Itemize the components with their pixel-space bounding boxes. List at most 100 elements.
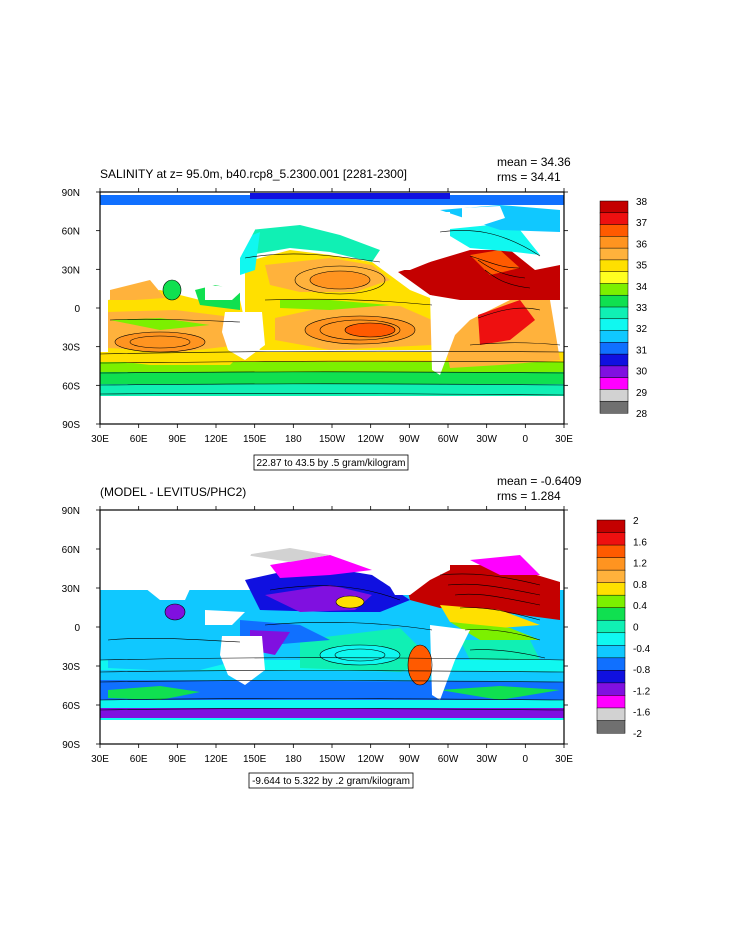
colorbar-swatch: [596, 645, 626, 659]
colorbar-swatch: [599, 353, 629, 367]
colorbar-swatch: [596, 619, 626, 634]
lat-tick-label: 0: [74, 304, 80, 315]
colorbar-label: 33: [636, 303, 648, 314]
lon-tick-label: 120W: [358, 434, 385, 445]
colorbar-label: 1.2: [633, 559, 647, 570]
salinity-panel: SALINITY at z= 95.0m, b40.rcp8_5.2300.00…: [62, 155, 648, 471]
colorbar-label: 32: [636, 324, 648, 335]
colorbar-label: -0.8: [633, 665, 651, 676]
rms-label: rms = 1.284: [497, 489, 561, 503]
lon-tick-label: 30E: [91, 434, 109, 445]
colorbar: 38 37 36 35 34 33 32 31 30 29 28: [599, 197, 648, 420]
lon-tick-label: 30E: [91, 754, 109, 765]
lon-tick-label: 90E: [168, 754, 186, 765]
axis-ticks: [96, 188, 568, 428]
lon-tick-label: 30E: [555, 754, 573, 765]
range-box: [253, 454, 409, 471]
rms-label: rms = 34.41: [497, 170, 561, 184]
colorbar-swatch: [599, 400, 629, 414]
lon-tick-label: 60W: [438, 754, 459, 765]
colorbar-label: -2: [633, 729, 642, 740]
colorbar-swatch: [599, 247, 629, 261]
lat-tick-label: 90S: [62, 420, 80, 431]
lat-tick-label: 60N: [62, 227, 80, 238]
lat-tick-label: 30S: [62, 662, 80, 673]
lat-tick-label: 30N: [62, 584, 80, 595]
colorbar-label: 38: [636, 197, 648, 208]
lon-tick-label: 150E: [243, 754, 267, 765]
range-box: [248, 772, 414, 789]
lon-tick-label: 180: [285, 434, 302, 445]
colorbar-label: 31: [636, 345, 648, 356]
colorbar-swatch: [599, 365, 629, 379]
lat-axis: 90N 60N 30N 0 30S 60S 90S: [62, 188, 81, 431]
lat-tick-label: 90S: [62, 740, 80, 751]
colorbar-swatch: [599, 200, 629, 214]
axis-ticks: [96, 506, 568, 748]
lon-tick-label: 60W: [438, 434, 459, 445]
colorbar-swatch: [599, 377, 629, 390]
colorbar-swatch: [596, 720, 626, 734]
colorbar-swatch: [596, 695, 626, 709]
colorbar-label: 28: [636, 409, 648, 420]
colorbar-label: -1.2: [633, 686, 651, 697]
lon-axis: 30E 60E 90E 120E 150E 180 150W 120W 90W 60W 30W 0 30…: [91, 754, 573, 765]
colorbar-swatch: [596, 657, 626, 671]
colorbar-label: 2: [633, 516, 639, 527]
colorbar-swatch: [599, 389, 629, 402]
range-label: 22.87 to 43.5 by .5 gram/kilogram: [257, 458, 406, 469]
colorbar-swatch: [596, 707, 626, 722]
panel-title: SALINITY at z= 95.0m, b40.rcp8_5.2300.00…: [100, 167, 407, 181]
colorbar-swatch: [596, 632, 626, 646]
colorbar-label: 36: [636, 239, 648, 250]
lat-tick-label: 60S: [62, 701, 80, 712]
lon-tick-label: 150W: [319, 434, 346, 445]
colorbar-label: 34: [636, 282, 648, 293]
colorbar-label: 0.4: [633, 601, 647, 612]
colorbar-swatch: [599, 342, 629, 355]
colorbar-swatch: [599, 283, 629, 296]
lat-tick-label: 90N: [62, 188, 80, 199]
lat-tick-label: 30N: [62, 265, 80, 276]
colorbar-label: 0.8: [633, 580, 647, 591]
mean-label: mean = 34.36: [497, 155, 571, 169]
colorbar-swatch: [596, 607, 626, 621]
colorbar-label: 30: [636, 367, 648, 378]
colorbar: 2 1.6 1.2 0.8 0.4 0 -0.4 -0.8 -1.2 -1.6 -2: [596, 516, 651, 740]
lon-tick-label: 90E: [168, 434, 186, 445]
colorbar-label: 1.6: [633, 537, 647, 548]
lon-tick-label: 60E: [130, 754, 148, 765]
colorbar-swatch: [596, 532, 626, 546]
lon-tick-label: 90W: [399, 754, 420, 765]
colorbar-label: 37: [636, 218, 648, 229]
colorbar-swatch: [599, 212, 629, 226]
lon-tick-label: 180: [285, 754, 302, 765]
mean-label: mean = -0.6409: [497, 474, 582, 488]
difference-panel: (MODEL - LEVITUS/PHC2) mean = -0.6409 rm…: [62, 474, 651, 789]
colorbar-swatch: [599, 224, 629, 237]
panel-title: (MODEL - LEVITUS/PHC2): [100, 485, 246, 499]
colorbar-swatch: [599, 294, 629, 308]
lat-tick-label: 90N: [62, 506, 80, 517]
lat-tick-label: 60S: [62, 381, 80, 392]
colorbar-swatch: [599, 236, 629, 249]
lat-tick-label: 30S: [62, 343, 80, 354]
lon-tick-label: 30W: [476, 434, 497, 445]
colorbar-swatch: [599, 318, 629, 332]
lon-tick-label: 150E: [243, 434, 267, 445]
lon-tick-label: 150W: [319, 754, 346, 765]
lon-tick-label: 0: [523, 754, 529, 765]
lat-tick-label: 0: [74, 623, 80, 634]
lon-tick-label: 90W: [399, 434, 420, 445]
colorbar-swatch: [599, 259, 629, 273]
colorbar-swatch: [599, 306, 629, 320]
map-field: [100, 510, 564, 744]
colorbar-swatch: [596, 582, 626, 596]
range-label: -9.644 to 5.322 by .2 gram/kilogram: [252, 776, 410, 787]
colorbar-swatch: [599, 271, 629, 284]
colorbar-swatch: [596, 544, 626, 559]
colorbar-swatch: [596, 670, 626, 684]
colorbar-swatch: [599, 330, 629, 343]
lon-tick-label: 30W: [476, 754, 497, 765]
